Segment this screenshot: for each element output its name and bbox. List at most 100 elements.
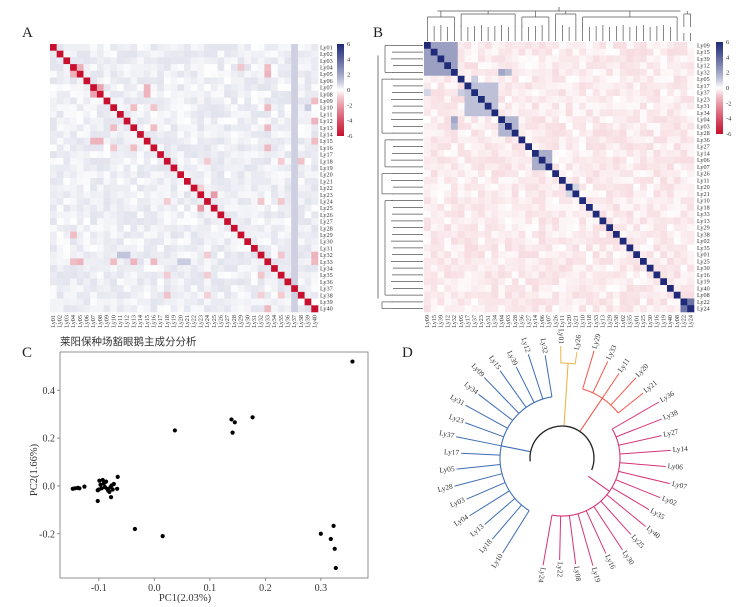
heatmap-a-cell (210, 178, 218, 185)
heatmap-a-cell (190, 50, 198, 58)
heatmap-a-cell (130, 44, 138, 51)
heatmap-b-cell (660, 183, 668, 191)
heatmap-a-cell (297, 178, 305, 185)
heatmap-b-cell (579, 204, 587, 212)
heatmap-b-cell (444, 231, 452, 239)
heatmap-b-cell (478, 258, 486, 266)
heatmap-b-cell (687, 210, 695, 218)
heatmap-a-cell (137, 64, 145, 72)
heatmap-a-cell (90, 44, 98, 51)
heatmap-b-cell (680, 62, 688, 70)
heatmap-a-cell (264, 291, 272, 299)
heatmap-a-cell (163, 298, 171, 306)
heatmap-b-cell (444, 42, 452, 50)
heatmap-a-cell (284, 90, 292, 98)
heatmap-b-cell (592, 190, 600, 198)
tree-leaf-label: Ly05 (439, 464, 455, 475)
heatmap-b-cell (572, 75, 580, 83)
heatmap-a-col-label: Ly39 (305, 315, 312, 328)
heatmap-a-cell (177, 258, 185, 266)
heatmap-b-cell (613, 163, 621, 171)
heatmap-a-cell (230, 111, 238, 118)
heatmap-a-cell (150, 57, 158, 65)
heatmap-b-row-label: Ly19 (697, 279, 710, 286)
heatmap-a-row-label: Ly23 (320, 192, 333, 199)
heatmap-a-cell (83, 285, 91, 293)
heatmap-a-cell (83, 204, 91, 212)
heatmap-b-cell (613, 82, 621, 90)
heatmap-b-cell (484, 55, 492, 63)
heatmap-a-cell (143, 77, 151, 85)
heatmap-b-cell (626, 251, 634, 259)
heatmap-b-cell (579, 102, 587, 110)
heatmap-b-cell (525, 231, 533, 239)
heatmap-a-cell (230, 90, 238, 98)
heatmap-b-cell (646, 62, 654, 70)
heatmap-b-colorbar-tick: 2 (726, 70, 729, 77)
heatmap-a-cell (50, 164, 57, 172)
heatmap-a-cell (297, 184, 305, 192)
heatmap-b-cell (592, 150, 600, 158)
heatmap-a-cell (271, 171, 279, 179)
heatmap-b-cell (471, 224, 479, 232)
heatmap-b-cell (613, 278, 621, 286)
heatmap-b-cell (599, 170, 607, 178)
heatmap-a-cell (311, 211, 319, 219)
heatmap-b-cell (525, 170, 533, 178)
heatmap-a-cell (96, 97, 104, 105)
heatmap-a-cell (150, 70, 158, 78)
heatmap-b-cell (451, 177, 459, 185)
heatmap-b-cell (424, 136, 432, 144)
heatmap-a-cell (264, 265, 272, 273)
heatmap-b-cell (484, 251, 492, 259)
heatmap-b-cell (599, 177, 607, 185)
heatmap-a-cell (197, 144, 205, 152)
heatmap-a-cell (217, 271, 225, 279)
heatmap-b-cell (525, 82, 533, 90)
heatmap-a-cell (137, 238, 145, 246)
heatmap-b-cell (633, 285, 641, 293)
heatmap-b-cell (579, 217, 587, 225)
heatmap-b-cell (518, 177, 526, 185)
heatmap-b-cell (505, 150, 513, 158)
heatmap-b-cell (619, 291, 627, 299)
heatmap-b-cell (451, 224, 459, 232)
heatmap-b-cell (613, 123, 621, 131)
heatmap-a-cell (56, 238, 64, 246)
heatmap-a-cell (150, 258, 158, 266)
heatmap-a-cell (130, 124, 138, 132)
heatmap-a-cell (70, 124, 78, 132)
heatmap-b-cell (505, 244, 513, 252)
heatmap-b-cell (525, 123, 533, 131)
heatmap-a-cell (150, 178, 158, 185)
heatmap-b-cell (511, 89, 519, 97)
heatmap-b-cell (518, 251, 526, 259)
heatmap-b-cell (464, 291, 472, 299)
heatmap-a-cell (257, 124, 265, 132)
heatmap-b-cell (424, 116, 432, 124)
heatmap-b-cell (538, 183, 546, 191)
heatmap-a-cell (244, 104, 252, 112)
heatmap-a-cell (163, 198, 171, 206)
heatmap-a-cell (237, 77, 245, 85)
heatmap-b-col-label: Ly33 (593, 315, 600, 328)
heatmap-a-cell (76, 218, 84, 226)
heatmap-a-cell (271, 90, 279, 98)
heatmap-b-cell (606, 264, 614, 272)
tree-leaf-branch (469, 490, 510, 517)
heatmap-a-cell (271, 97, 279, 105)
heatmap-a-cell (70, 44, 78, 51)
heatmap-a-cell (137, 258, 145, 266)
heatmap-b-cell (619, 224, 627, 232)
heatmap-b-cell (572, 210, 580, 218)
heatmap-b-cell (552, 285, 560, 293)
heatmap-b-cell (471, 285, 479, 293)
heatmap-a-cell (257, 224, 265, 232)
heatmap-a-cell (311, 157, 319, 165)
heatmap-b-cell (464, 62, 472, 70)
heatmap-a-cell (190, 77, 198, 85)
heatmap-a-cell (150, 218, 158, 226)
heatmap-a-cell (76, 44, 84, 51)
heatmap-b-cell (457, 305, 465, 313)
heatmap-a-cell (224, 151, 232, 159)
